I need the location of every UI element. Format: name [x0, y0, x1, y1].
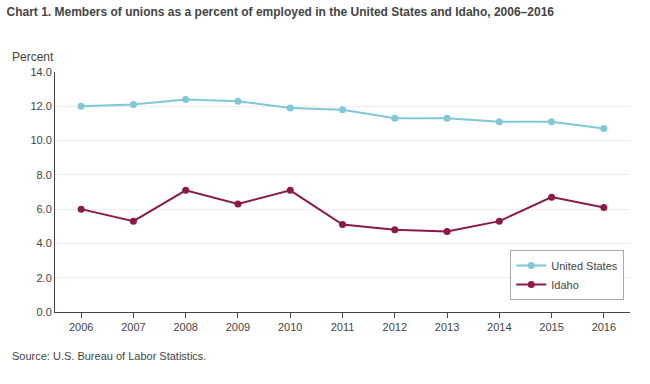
svg-text:Source: U.S. Bureau of Labor S: Source: U.S. Bureau of Labor Statistics.	[12, 350, 206, 362]
svg-text:2006: 2006	[69, 321, 93, 333]
svg-text:0.0: 0.0	[37, 306, 52, 318]
svg-text:Idaho: Idaho	[551, 279, 579, 291]
svg-text:2014: 2014	[487, 321, 511, 333]
svg-text:2009: 2009	[226, 321, 250, 333]
svg-text:6.0: 6.0	[37, 203, 52, 215]
svg-text:2.0: 2.0	[37, 272, 52, 284]
svg-text:10.0: 10.0	[30, 134, 51, 146]
svg-text:14.0: 14.0	[30, 66, 51, 78]
svg-text:2015: 2015	[539, 321, 563, 333]
svg-text:2011: 2011	[331, 321, 355, 333]
svg-text:8.0: 8.0	[37, 169, 52, 181]
svg-text:2013: 2013	[435, 321, 459, 333]
svg-text:2007: 2007	[121, 321, 145, 333]
svg-text:United States: United States	[551, 260, 618, 272]
svg-text:Chart 1. Members of unions as: Chart 1. Members of unions as a percent …	[7, 5, 555, 19]
svg-text:2016: 2016	[592, 321, 616, 333]
svg-text:12.0: 12.0	[30, 100, 51, 112]
svg-text:4.0: 4.0	[37, 237, 52, 249]
svg-text:Percent: Percent	[12, 50, 54, 64]
svg-text:2012: 2012	[383, 321, 407, 333]
svg-text:2008: 2008	[173, 321, 197, 333]
svg-text:2010: 2010	[278, 321, 302, 333]
